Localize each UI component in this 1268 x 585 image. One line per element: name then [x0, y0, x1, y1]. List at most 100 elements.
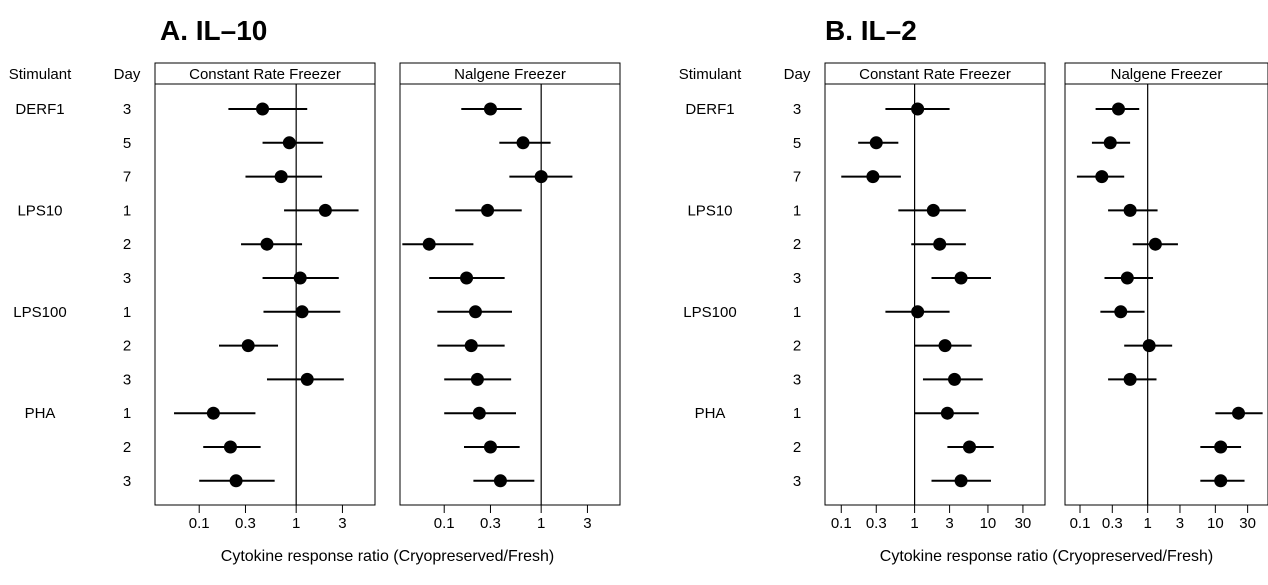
row-label-day: 2	[793, 338, 801, 355]
point-estimate	[493, 474, 507, 488]
point-estimate	[911, 102, 925, 116]
point-estimate	[1120, 271, 1134, 285]
row-label-stimulant: DERF1	[685, 101, 734, 118]
x-tick-label: 0.3	[1102, 515, 1123, 532]
point-estimate	[926, 203, 940, 217]
row-label-day: 2	[123, 439, 131, 456]
row-label-day: 3	[793, 473, 801, 490]
point-estimate	[1214, 474, 1228, 488]
point-estimate	[470, 372, 484, 386]
point-estimate	[954, 271, 968, 285]
row-label-stimulant: LPS100	[683, 304, 736, 321]
row-label-day: 5	[123, 135, 131, 152]
point-estimate	[1142, 339, 1156, 353]
panel-frame	[399, 83, 621, 506]
x-tick-label: 0.1	[189, 515, 210, 532]
point-estimate	[933, 237, 947, 251]
point-estimate	[472, 406, 486, 420]
point-estimate	[516, 136, 530, 150]
row-label-day: 3	[123, 371, 131, 388]
row-label-day: 3	[793, 101, 801, 118]
x-tick-label: 30	[1239, 515, 1256, 532]
point-estimate	[938, 339, 952, 353]
panel-0: Constant Rate Freezer 0.1 0.3 1 3 10 30	[824, 62, 1046, 532]
row-label-day: 3	[123, 101, 131, 118]
header-day: Day	[784, 66, 811, 83]
point-estimate	[534, 170, 548, 184]
row-label-day: 3	[793, 371, 801, 388]
chart-1: B. IL–2 Stimulant Day DERF1 3 5 7 LPS10 1 2 3 LPS10…	[679, 15, 1268, 565]
row-label-day: 1	[123, 304, 131, 321]
panel-1: Nalgene Freezer 0.1 0.3 1 3	[399, 62, 621, 532]
point-estimate	[483, 440, 497, 454]
point-estimate	[483, 102, 497, 116]
row-label-stimulant: PHA	[25, 405, 56, 422]
row-label-day: 3	[123, 270, 131, 287]
point-estimate	[223, 440, 237, 454]
panel-frame	[154, 83, 376, 506]
point-estimate	[260, 237, 274, 251]
panel-1: Nalgene Freezer 0.1 0.3 1 3 10 30	[1064, 62, 1268, 532]
x-axis-label: Cytokine response ratio (Cryopreserved/F…	[880, 548, 1213, 565]
point-estimate	[206, 406, 220, 420]
x-tick-label: 10	[980, 515, 997, 532]
row-label-day: 1	[793, 202, 801, 219]
panel-strip-label: Nalgene Freezer	[454, 66, 566, 83]
header-day: Day	[114, 66, 141, 83]
row-label-day: 1	[793, 405, 801, 422]
point-estimate	[464, 339, 478, 353]
panel-strip-label: Nalgene Freezer	[1111, 66, 1223, 83]
point-estimate	[1095, 170, 1109, 184]
chart-title: B. IL–2	[825, 15, 917, 46]
x-tick-label: 1	[910, 515, 918, 532]
point-estimate	[1103, 136, 1117, 150]
x-tick-label: 1	[292, 515, 300, 532]
x-tick-label: 0.1	[1070, 515, 1091, 532]
x-tick-label: 10	[1207, 515, 1224, 532]
x-tick-label: 1	[1144, 515, 1152, 532]
header-stimulant: Stimulant	[9, 66, 72, 83]
panel-frame	[1064, 83, 1268, 506]
row-label-day: 2	[793, 439, 801, 456]
header-stimulant: Stimulant	[679, 66, 742, 83]
point-estimate	[468, 305, 482, 319]
point-estimate	[869, 136, 883, 150]
chart-0: A. IL–10 Stimulant Day DERF1 3 5 7 LPS10 1 2 3 LPS1…	[9, 15, 621, 565]
row-label-day: 3	[123, 473, 131, 490]
row-label-stimulant: DERF1	[15, 101, 64, 118]
x-tick-label: 1	[537, 515, 545, 532]
point-estimate	[866, 170, 880, 184]
point-estimate	[1232, 406, 1246, 420]
point-estimate	[274, 170, 288, 184]
x-tick-label: 0.3	[235, 515, 256, 532]
point-estimate	[940, 406, 954, 420]
row-label-stimulant: LPS10	[17, 202, 62, 219]
point-estimate	[1123, 372, 1137, 386]
row-label-day: 1	[793, 304, 801, 321]
point-estimate	[1148, 237, 1162, 251]
point-estimate	[422, 237, 436, 251]
point-estimate	[460, 271, 474, 285]
row-label-day: 1	[123, 405, 131, 422]
row-label-day: 2	[123, 338, 131, 355]
row-label-day: 1	[123, 202, 131, 219]
x-tick-label: 3	[945, 515, 953, 532]
point-estimate	[481, 203, 495, 217]
point-estimate	[1114, 305, 1128, 319]
panel-0: Constant Rate Freezer 0.1 0.3 1 3	[154, 62, 376, 532]
panel-strip-label: Constant Rate Freezer	[189, 66, 341, 83]
panel-frame	[824, 83, 1046, 506]
x-tick-label: 3	[1176, 515, 1184, 532]
point-estimate	[241, 339, 255, 353]
panel-strip-label: Constant Rate Freezer	[859, 66, 1011, 83]
row-label-stimulant: PHA	[695, 405, 726, 422]
row-label-stimulant: LPS100	[13, 304, 66, 321]
x-tick-label: 0.1	[831, 515, 852, 532]
point-estimate	[256, 102, 270, 116]
row-label-day: 2	[123, 236, 131, 253]
row-label-day: 7	[793, 169, 801, 186]
row-label-day: 2	[793, 236, 801, 253]
point-estimate	[318, 203, 332, 217]
